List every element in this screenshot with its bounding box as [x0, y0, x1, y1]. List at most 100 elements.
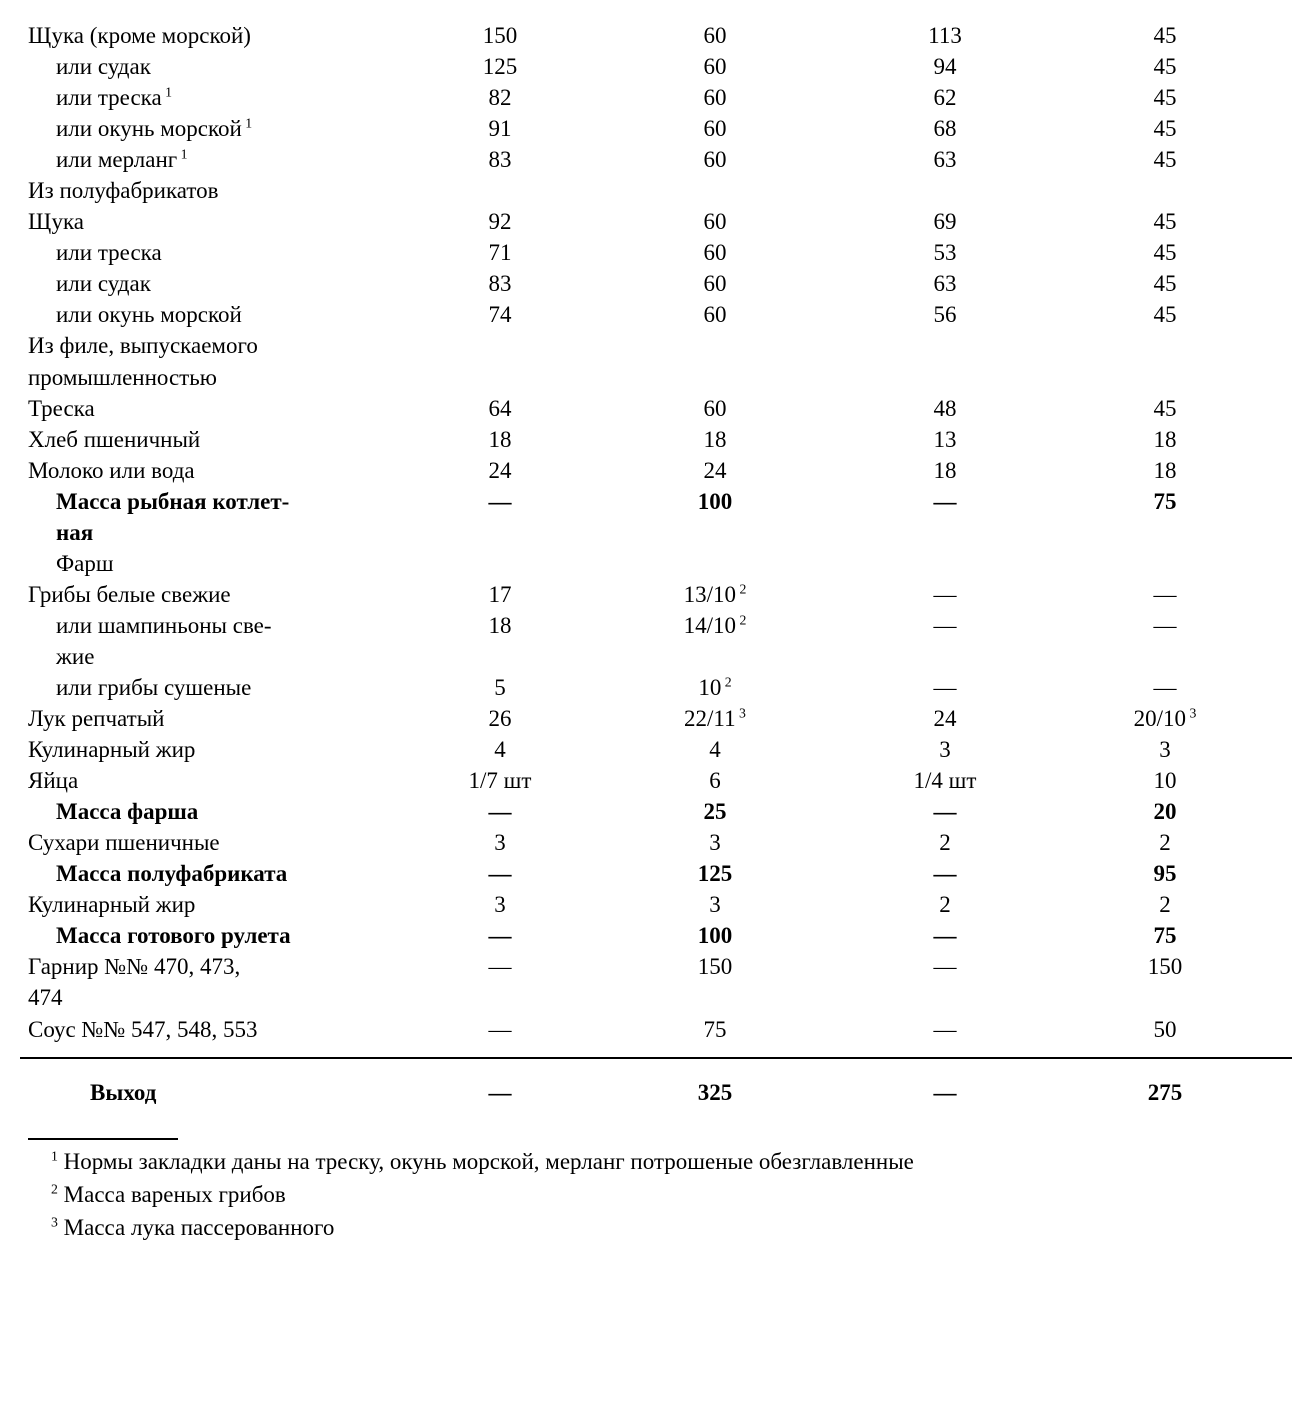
- row-cell: 60: [600, 206, 830, 237]
- row-label: Щука (кроме морской): [20, 20, 400, 51]
- row-cell: 18: [400, 610, 600, 641]
- row-cell: 60: [600, 393, 830, 424]
- row-cell: 3: [400, 827, 600, 858]
- row-cell: 45: [1060, 237, 1270, 268]
- row-cell: 18: [400, 424, 600, 455]
- footnote-1-sup: 1: [51, 1148, 58, 1163]
- row-cell: 5: [400, 672, 600, 703]
- row-cell: 62: [830, 82, 1060, 113]
- row-label: или судак: [20, 268, 400, 299]
- row-label: Щука: [20, 206, 400, 237]
- row-cell: —: [830, 1014, 1060, 1045]
- row-label: Из полуфабрикатов: [20, 175, 400, 206]
- row-cell: 63: [830, 144, 1060, 175]
- row-cell: 20: [1060, 796, 1270, 827]
- row-label: Гарнир №№ 470, 473, 474: [20, 951, 400, 1013]
- row-label: Кулинарный жир: [20, 734, 400, 765]
- row-cell: 4: [400, 734, 600, 765]
- ingredients-table: Щука (кроме морской)1506011345или судак1…: [20, 20, 1292, 1045]
- row-label: или окунь морской: [20, 299, 400, 330]
- row-label: Хлеб пшеничный: [20, 424, 400, 455]
- row-cell: 1/4 шт: [830, 765, 1060, 796]
- row-cell: 60: [600, 82, 830, 113]
- row-label: Сухари пшеничные: [20, 827, 400, 858]
- row-cell: 10: [1060, 765, 1270, 796]
- row-cell: —: [830, 579, 1060, 610]
- row-cell: 63: [830, 268, 1060, 299]
- row-cell: 18: [1060, 424, 1270, 455]
- row-cell: —: [400, 920, 600, 951]
- row-label: Масса полуфабриката: [20, 858, 400, 889]
- row-cell: 22/11 3: [600, 703, 830, 734]
- row-label: Треска: [20, 393, 400, 424]
- row-cell: 25: [600, 796, 830, 827]
- row-cell: 18: [600, 424, 830, 455]
- row-label: Соус №№ 547, 548, 553: [20, 1014, 400, 1045]
- row-cell: 45: [1060, 82, 1270, 113]
- row-cell: —: [830, 610, 1060, 641]
- row-cell: 92: [400, 206, 600, 237]
- row-cell: 68: [830, 113, 1060, 144]
- row-label: Молоко или вода: [20, 455, 400, 486]
- row-cell: 95: [1060, 858, 1270, 889]
- row-cell: 10 2: [600, 672, 830, 703]
- row-label: Яйца: [20, 765, 400, 796]
- row-cell: 113: [830, 20, 1060, 51]
- row-label: Фарш: [20, 548, 400, 579]
- row-cell: 17: [400, 579, 600, 610]
- row-label: или судак: [20, 51, 400, 82]
- row-cell: 6: [600, 765, 830, 796]
- row-cell: 75: [1060, 486, 1270, 517]
- row-cell: 2: [1060, 889, 1270, 920]
- row-cell: 1/7 шт: [400, 765, 600, 796]
- row-cell: 60: [600, 20, 830, 51]
- row-cell: 60: [600, 51, 830, 82]
- row-label: или грибы сушеные: [20, 672, 400, 703]
- row-label: Из филе, выпускаемого промышленностью: [20, 330, 400, 392]
- row-cell: 2: [830, 889, 1060, 920]
- row-cell: 94: [830, 51, 1060, 82]
- row-cell: —: [400, 951, 600, 982]
- row-cell: 3: [400, 889, 600, 920]
- row-cell: —: [400, 1014, 600, 1045]
- footnote-1-text: Нормы закладки даны на треску, окунь мор…: [64, 1149, 914, 1174]
- row-label: Масса фарша: [20, 796, 400, 827]
- yield-c1: —: [400, 1077, 600, 1108]
- row-cell: 45: [1060, 299, 1270, 330]
- yield-row: Выход — 325 — 275: [20, 1077, 1292, 1108]
- row-cell: 24: [830, 703, 1060, 734]
- row-cell: 26: [400, 703, 600, 734]
- row-label: или мерланг 1: [20, 144, 400, 175]
- row-cell: 3: [600, 889, 830, 920]
- row-label: Кулинарный жир: [20, 889, 400, 920]
- table-separator: [20, 1057, 1292, 1059]
- row-cell: —: [830, 858, 1060, 889]
- row-label: Масса готового рулета: [20, 920, 400, 951]
- footnote-3-text: Масса лука пассерованного: [64, 1215, 335, 1240]
- row-cell: 150: [600, 951, 830, 982]
- row-cell: —: [830, 796, 1060, 827]
- row-cell: 45: [1060, 268, 1270, 299]
- row-label: или треска: [20, 237, 400, 268]
- row-cell: 18: [1060, 455, 1270, 486]
- row-cell: —: [830, 486, 1060, 517]
- row-cell: 60: [600, 113, 830, 144]
- row-cell: 56: [830, 299, 1060, 330]
- footnote-rule: [28, 1138, 178, 1140]
- yield-label: Выход: [20, 1077, 400, 1108]
- row-cell: 3: [600, 827, 830, 858]
- row-cell: 82: [400, 82, 600, 113]
- row-cell: —: [1060, 672, 1270, 703]
- row-cell: —: [400, 858, 600, 889]
- row-cell: 150: [1060, 951, 1270, 982]
- row-cell: 14/10 2: [600, 610, 830, 641]
- row-cell: 64: [400, 393, 600, 424]
- row-cell: 69: [830, 206, 1060, 237]
- row-cell: 2: [830, 827, 1060, 858]
- row-cell: 45: [1060, 144, 1270, 175]
- row-label: или окунь морской 1: [20, 113, 400, 144]
- row-cell: —: [830, 920, 1060, 951]
- row-cell: 60: [600, 144, 830, 175]
- row-cell: 48: [830, 393, 1060, 424]
- row-cell: 24: [600, 455, 830, 486]
